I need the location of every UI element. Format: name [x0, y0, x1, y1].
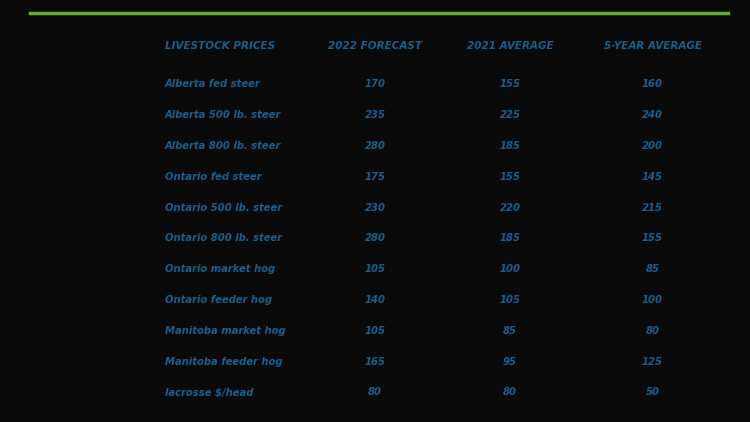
- Text: 185: 185: [500, 141, 520, 151]
- Text: lacrosse $/head: lacrosse $/head: [165, 387, 254, 398]
- Text: 175: 175: [364, 172, 386, 182]
- Text: 105: 105: [364, 264, 386, 274]
- Text: Ontario feeder hog: Ontario feeder hog: [165, 295, 272, 305]
- Text: 50: 50: [646, 387, 659, 398]
- Text: 105: 105: [364, 326, 386, 336]
- Text: 280: 280: [364, 233, 386, 243]
- Text: 2021 AVERAGE: 2021 AVERAGE: [466, 41, 554, 51]
- Text: 225: 225: [500, 110, 520, 120]
- Text: 140: 140: [364, 295, 386, 305]
- Text: 105: 105: [500, 295, 520, 305]
- Text: 215: 215: [642, 203, 663, 213]
- Text: 155: 155: [500, 172, 520, 182]
- Text: 85: 85: [503, 326, 517, 336]
- Text: 95: 95: [503, 357, 517, 367]
- Text: 125: 125: [642, 357, 663, 367]
- Text: 200: 200: [642, 141, 663, 151]
- Text: Ontario 500 lb. steer: Ontario 500 lb. steer: [165, 203, 282, 213]
- Text: 80: 80: [368, 387, 382, 398]
- Text: LIVESTOCK PRICES: LIVESTOCK PRICES: [165, 41, 275, 51]
- Text: 5-YEAR AVERAGE: 5-YEAR AVERAGE: [604, 41, 701, 51]
- Text: Manitoba feeder hog: Manitoba feeder hog: [165, 357, 283, 367]
- Text: 235: 235: [364, 110, 386, 120]
- Text: 80: 80: [646, 326, 659, 336]
- Text: 170: 170: [364, 79, 386, 89]
- Text: Alberta fed steer: Alberta fed steer: [165, 79, 261, 89]
- Text: 230: 230: [364, 203, 386, 213]
- Text: 220: 220: [500, 203, 520, 213]
- Text: 145: 145: [642, 172, 663, 182]
- Text: 155: 155: [642, 233, 663, 243]
- Text: 165: 165: [364, 357, 386, 367]
- Text: 155: 155: [500, 79, 520, 89]
- Text: Ontario 800 lb. steer: Ontario 800 lb. steer: [165, 233, 282, 243]
- Text: 100: 100: [642, 295, 663, 305]
- Text: Alberta 500 lb. steer: Alberta 500 lb. steer: [165, 110, 281, 120]
- Text: Ontario fed steer: Ontario fed steer: [165, 172, 262, 182]
- Text: Ontario market hog: Ontario market hog: [165, 264, 275, 274]
- Text: 100: 100: [500, 264, 520, 274]
- Text: Alberta 800 lb. steer: Alberta 800 lb. steer: [165, 141, 281, 151]
- Text: 185: 185: [500, 233, 520, 243]
- Text: 2022 FORECAST: 2022 FORECAST: [328, 41, 422, 51]
- Text: Manitoba market hog: Manitoba market hog: [165, 326, 286, 336]
- Text: 280: 280: [364, 141, 386, 151]
- Text: 85: 85: [646, 264, 659, 274]
- Text: 240: 240: [642, 110, 663, 120]
- Text: 160: 160: [642, 79, 663, 89]
- Text: 80: 80: [503, 387, 517, 398]
